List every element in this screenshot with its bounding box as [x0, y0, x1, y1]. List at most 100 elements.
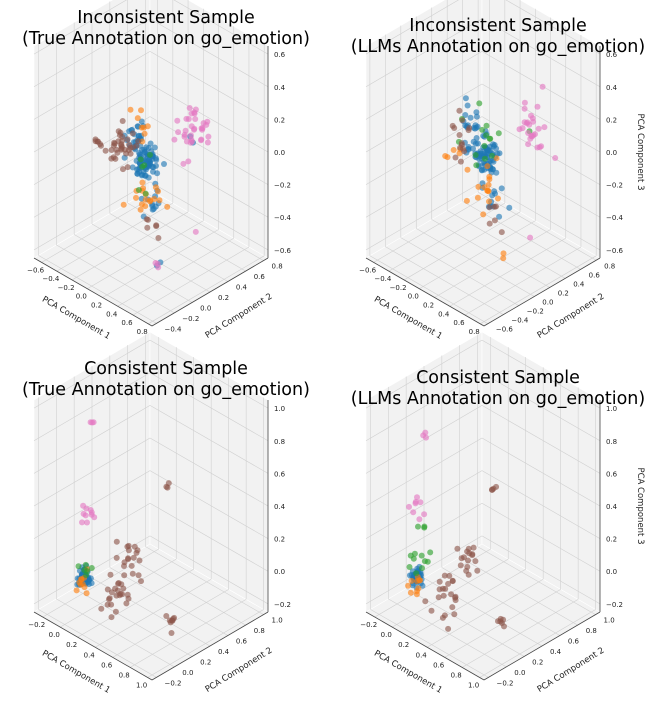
y-tick-label: 0.4 [573, 280, 585, 288]
data-point [410, 555, 417, 562]
data-point [500, 616, 507, 623]
x-tick-label: 0.4 [416, 651, 428, 659]
data-point [83, 590, 90, 597]
gridline [74, 588, 193, 657]
data-point [139, 171, 146, 178]
x-tick-label: 0.0 [76, 293, 87, 301]
data-point [156, 197, 163, 204]
data-point [414, 494, 420, 501]
x-tick-label: 0.4 [106, 310, 118, 318]
x-tick-label: 0.0 [49, 631, 60, 639]
data-point [135, 133, 142, 140]
gridline [33, 181, 151, 251]
data-point [423, 434, 429, 441]
data-point [539, 83, 546, 90]
gridline [33, 148, 151, 218]
x-axis-line [33, 257, 153, 327]
data-point [79, 519, 85, 526]
data-point [523, 120, 530, 127]
data-point [472, 125, 478, 132]
data-point [408, 577, 415, 584]
data-point [134, 115, 141, 122]
data-point [473, 135, 480, 141]
data-point [536, 144, 543, 151]
data-point [85, 581, 92, 588]
chart-title: Inconsistent Sample (LLMs Annotation on … [332, 16, 664, 58]
data-point [171, 136, 178, 143]
y-tick-label: 0.8 [586, 627, 597, 635]
gridline [365, 116, 483, 185]
data-point [124, 136, 131, 143]
chart-title-line-2: (True Annotation on go_emotion) [22, 380, 310, 400]
data-point [81, 567, 88, 573]
data-point [133, 549, 140, 556]
data-point [90, 419, 97, 426]
y-tick-label: −0.2 [527, 308, 544, 316]
data-point [123, 150, 129, 157]
data-point [121, 559, 128, 566]
x-axis-label: PCA Component 1 [372, 649, 444, 696]
data-point [449, 578, 456, 585]
gridline [149, 535, 269, 605]
data-point [108, 589, 115, 596]
z-tick-label: 1.0 [274, 405, 285, 413]
data-point [462, 95, 469, 102]
z-tick-label: 0.2 [606, 116, 617, 124]
y-tick-label: 1.0 [272, 617, 283, 625]
y-tick-label: 0.6 [254, 273, 266, 281]
data-point [498, 229, 505, 236]
data-point [411, 550, 418, 557]
data-point [130, 144, 137, 151]
chart-title-line-2: (LLMs Annotation on go_emotion) [350, 37, 646, 57]
gridline [127, 556, 246, 626]
data-point [181, 133, 188, 140]
data-point [458, 555, 465, 562]
data-point [493, 203, 499, 210]
data-point [108, 147, 115, 153]
data-point [124, 164, 131, 171]
data-point [428, 607, 435, 614]
gridline [127, 202, 246, 272]
data-point [446, 572, 453, 579]
data-point [521, 99, 528, 106]
data-point [457, 158, 464, 165]
data-point [489, 152, 495, 159]
data-point [435, 594, 442, 601]
x-tick-label: 0.2 [66, 641, 77, 649]
data-point [136, 557, 143, 564]
gridline [365, 181, 483, 251]
y-tick-label: 0.2 [558, 289, 569, 297]
y-axis-line [483, 611, 601, 681]
data-point [155, 235, 162, 241]
gridline [477, 546, 596, 615]
data-point [427, 549, 434, 556]
data-point [198, 137, 204, 144]
gridline [481, 372, 601, 442]
data-point [456, 132, 463, 138]
data-point [192, 116, 199, 122]
data-point [405, 582, 412, 589]
data-point [413, 570, 420, 577]
data-point [493, 155, 500, 162]
data-point [205, 133, 212, 140]
x-tick-label: −0.4 [42, 275, 60, 283]
z-tick-label: −0.2 [606, 601, 623, 609]
y-tick-label: 0.6 [589, 271, 601, 279]
data-point [467, 114, 474, 121]
gridline [91, 577, 211, 647]
gridline [505, 0, 601, 55]
data-point [457, 562, 464, 569]
data-point [113, 554, 120, 561]
gridline [365, 0, 459, 55]
z-tick-label: 0.2 [274, 536, 285, 544]
data-point [445, 580, 452, 587]
gridline [481, 405, 601, 474]
data-point [407, 589, 414, 596]
data-point [150, 168, 156, 175]
data-point [83, 572, 90, 578]
z-tick-label: 0.0 [606, 149, 617, 157]
data-point [506, 204, 513, 211]
gridline [481, 470, 601, 539]
gridline [365, 51, 483, 120]
data-point [412, 498, 419, 505]
